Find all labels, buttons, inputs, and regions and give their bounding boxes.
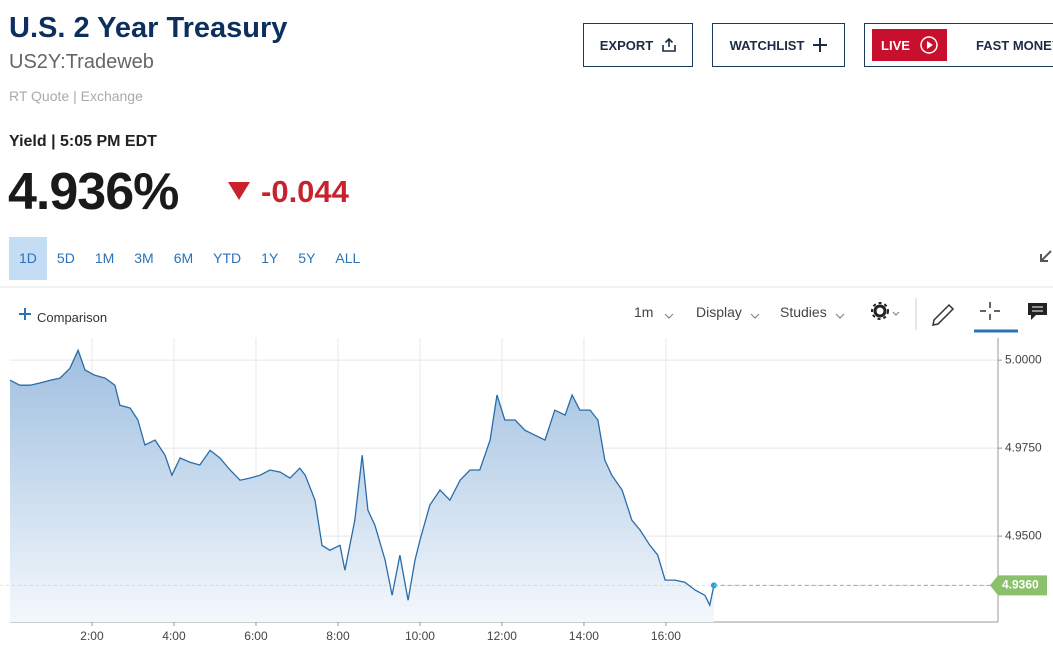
watchlist-label: WATCHLIST <box>729 37 805 53</box>
watchlist-button[interactable]: WATCHLIST <box>712 23 845 67</box>
x-tick-label: 16:00 <box>651 629 681 643</box>
live-badge: LIVE <box>872 29 947 61</box>
range-button[interactable]: 1M <box>94 250 115 266</box>
live-button[interactable]: LIVE FAST MONEY <box>864 23 1053 67</box>
dropdown-chevrons <box>664 313 845 319</box>
collapse-icon[interactable] <box>1038 249 1053 264</box>
range-button[interactable]: 5D <box>56 250 75 266</box>
export-icon <box>662 38 677 52</box>
last-price-label: 4.9360 <box>1002 578 1039 592</box>
area <box>10 350 714 622</box>
play-icon <box>920 36 938 54</box>
x-tick-label: 4:00 <box>162 629 186 643</box>
title: U.S. 2 Year Treasury <box>9 12 288 44</box>
price: 4.936% <box>8 163 179 221</box>
x-tick-label: 2:00 <box>80 629 104 643</box>
range-button[interactable]: 1D <box>9 237 47 280</box>
x-tick-label: 6:00 <box>244 629 268 643</box>
last-price-tag <box>990 575 1047 596</box>
show-label: FAST MONEY <box>976 37 1053 53</box>
x-tick-label: 12:00 <box>487 629 517 643</box>
export-label: EXPORT <box>599 37 654 53</box>
live-label: LIVE <box>881 37 910 53</box>
range-button[interactable]: YTD <box>213 250 242 266</box>
line <box>9 348 715 608</box>
export-button[interactable]: EXPORT <box>583 23 693 67</box>
interval-button[interactable]: 1m <box>634 304 654 320</box>
x-tick-label: 8:00 <box>326 629 350 643</box>
y-tick-label: 4.9500 <box>1005 528 1042 542</box>
y-tick-label: 4.9750 <box>1005 440 1042 454</box>
quote-source: RT Quote | Exchange <box>9 88 143 104</box>
change: -0.044 <box>261 174 349 209</box>
tool-icons[interactable] <box>870 300 1053 334</box>
range-selector: 1D 5D 1M 3M 6M YTD 1Y 5Y ALL <box>9 237 370 280</box>
range-button[interactable]: 3M <box>134 250 154 266</box>
comparison-button[interactable]: Comparison <box>37 310 108 325</box>
x-tick-label: 10:00 <box>405 629 435 643</box>
symbol: US2Y:Tradeweb <box>9 51 154 73</box>
plus-icon <box>19 308 31 320</box>
range-button[interactable]: 1Y <box>261 250 279 266</box>
range-button[interactable]: 6M <box>173 250 194 266</box>
studies-button[interactable]: Studies <box>780 304 827 320</box>
yield-label: Yield | 5:05 PM EDT <box>9 133 157 150</box>
x-tick-label: 14:00 <box>569 629 599 643</box>
plus-icon <box>813 38 828 52</box>
down-arrow <box>228 182 250 200</box>
range-button[interactable]: 5Y <box>298 250 316 266</box>
display-button[interactable]: Display <box>696 304 742 320</box>
y-tick-label: 5.0000 <box>1005 352 1042 366</box>
range-button[interactable]: ALL <box>335 250 361 266</box>
